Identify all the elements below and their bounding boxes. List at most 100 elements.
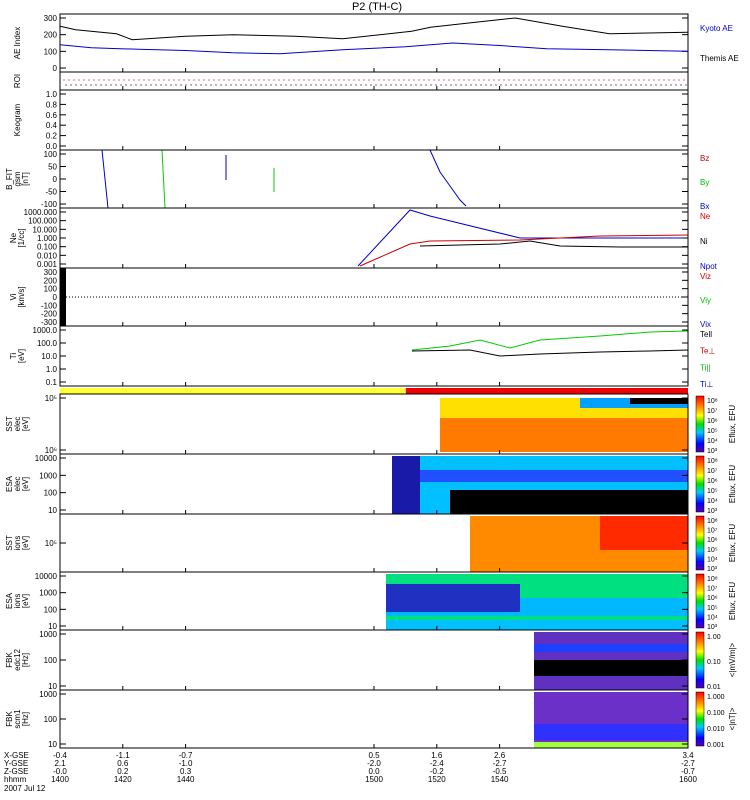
roi-dot	[395, 84, 397, 86]
y-tick-label: 200	[44, 276, 58, 285]
colorbar-tick-label: 10⁵	[707, 428, 718, 435]
roi-dot	[633, 79, 635, 81]
roi-dot	[375, 84, 377, 86]
y-tick-label: 10	[48, 740, 57, 749]
roi-dot	[140, 84, 142, 86]
roi-dot	[220, 84, 222, 86]
panel-0: 300 200 100 0 AE Index Kyoto AE Themis AE	[13, 13, 739, 73]
y-tick-label: 1.0	[46, 90, 58, 99]
colorbar-tick-label: 10⁶	[707, 537, 718, 544]
y-axis-label: [Hz]	[21, 653, 30, 667]
roi-dot	[333, 79, 335, 81]
roi-dot	[250, 84, 252, 86]
colorbar-tick-label: 0.001	[707, 742, 725, 749]
status-bar-red	[405, 388, 688, 394]
roi-dot	[138, 79, 140, 81]
roi-dot	[308, 79, 310, 81]
footer-value: -1.0	[179, 759, 193, 768]
roi-dot	[543, 79, 545, 81]
colorbar-tick-label: 10⁷	[707, 528, 718, 535]
y-tick-label: 0.4	[46, 121, 58, 130]
roi-dot	[183, 79, 185, 81]
roi-dot	[535, 84, 537, 86]
colorbar-tick-label: 10⁸	[707, 576, 718, 583]
series-line	[59, 17, 689, 41]
roi-dot	[610, 84, 612, 86]
y-axis-label: [eV]	[21, 536, 30, 550]
colorbar	[695, 455, 705, 513]
roi-dot	[168, 79, 170, 81]
roi-dot	[260, 84, 262, 86]
panel-frame	[59, 13, 689, 73]
legend-entry: Themis AE	[700, 54, 739, 63]
footer-value: 0.3	[180, 767, 192, 776]
bfit-line	[161, 149, 166, 209]
y-tick-label: 10.000	[33, 225, 58, 234]
roi-dot	[145, 84, 147, 86]
roi-dot	[105, 84, 107, 86]
colorbar-tick-label: 1.000	[707, 694, 725, 701]
roi-dot	[228, 79, 230, 81]
footer-value: 1500	[365, 775, 383, 784]
roi-dot	[578, 79, 580, 81]
roi-dot	[325, 84, 327, 86]
legend-entry: Bx	[700, 202, 709, 211]
roi-dot	[205, 84, 207, 86]
roi-dot	[388, 79, 390, 81]
footer-value: -0.7	[681, 767, 695, 776]
roi-dot	[363, 79, 365, 81]
roi-dot	[338, 79, 340, 81]
panel-3: 100 50 0 -50 -100 B_FIT gsm [nT] Bz By Bx	[5, 149, 709, 211]
roi-dot	[83, 79, 85, 81]
colorbar	[695, 691, 705, 747]
roi-dot	[243, 79, 245, 81]
roi-dot	[108, 79, 110, 81]
colorbar-tick-label: 10⁶	[707, 418, 718, 425]
roi-dot	[413, 79, 415, 81]
roi-dot	[75, 84, 77, 86]
colorbar-tick-label: 10⁷	[707, 586, 718, 593]
y-tick-label: 10⁵	[45, 394, 57, 403]
plot-title: P2 (TH-C)	[352, 1, 402, 13]
y-tick-label: 10000	[35, 572, 58, 581]
spec-fbk-edc	[534, 644, 688, 652]
roi-dot	[155, 84, 157, 86]
roi-dot	[173, 79, 175, 81]
roi-dot	[685, 84, 687, 86]
roi-dot	[488, 79, 490, 81]
y-axis-label: [km/s]	[17, 286, 26, 307]
roi-dot	[208, 79, 210, 81]
roi-dot	[235, 84, 237, 86]
roi-dot	[513, 79, 515, 81]
spec-sst-e	[630, 398, 688, 404]
footer-value: 2.6	[494, 751, 506, 760]
roi-dot	[135, 84, 137, 86]
y-tick-label: 10.0	[41, 352, 57, 361]
roi-dot	[530, 84, 532, 86]
panel-7	[60, 388, 688, 394]
roi-dot	[218, 79, 220, 81]
roi-dot	[415, 84, 417, 86]
roi-dot	[295, 84, 297, 86]
y-axis-label: ions	[13, 536, 22, 551]
y-axis-label: B_FIT	[5, 168, 14, 190]
spec-fbk-scm	[534, 724, 688, 740]
spec-sst-e	[440, 418, 688, 452]
roi-dot	[245, 84, 247, 86]
roi-dot	[180, 84, 182, 86]
roi-dot	[143, 79, 145, 81]
colorbar-tick-label: 10⁵	[707, 488, 718, 495]
y-axis-label: FBK	[5, 711, 14, 727]
roi-dot	[563, 79, 565, 81]
y-tick-label: 10	[48, 506, 57, 515]
roi-dot	[170, 84, 172, 86]
y-tick-label: 1000	[39, 690, 57, 699]
spec-esa-e	[450, 490, 688, 514]
roi-dot	[238, 79, 240, 81]
roi-dot	[398, 79, 400, 81]
colorbar-tick-label: 10⁴	[707, 498, 718, 505]
footer-value: -1.1	[116, 751, 130, 760]
y-tick-label: 10⁶	[45, 446, 57, 455]
roi-dot	[73, 79, 75, 81]
roi-dot	[230, 84, 232, 86]
